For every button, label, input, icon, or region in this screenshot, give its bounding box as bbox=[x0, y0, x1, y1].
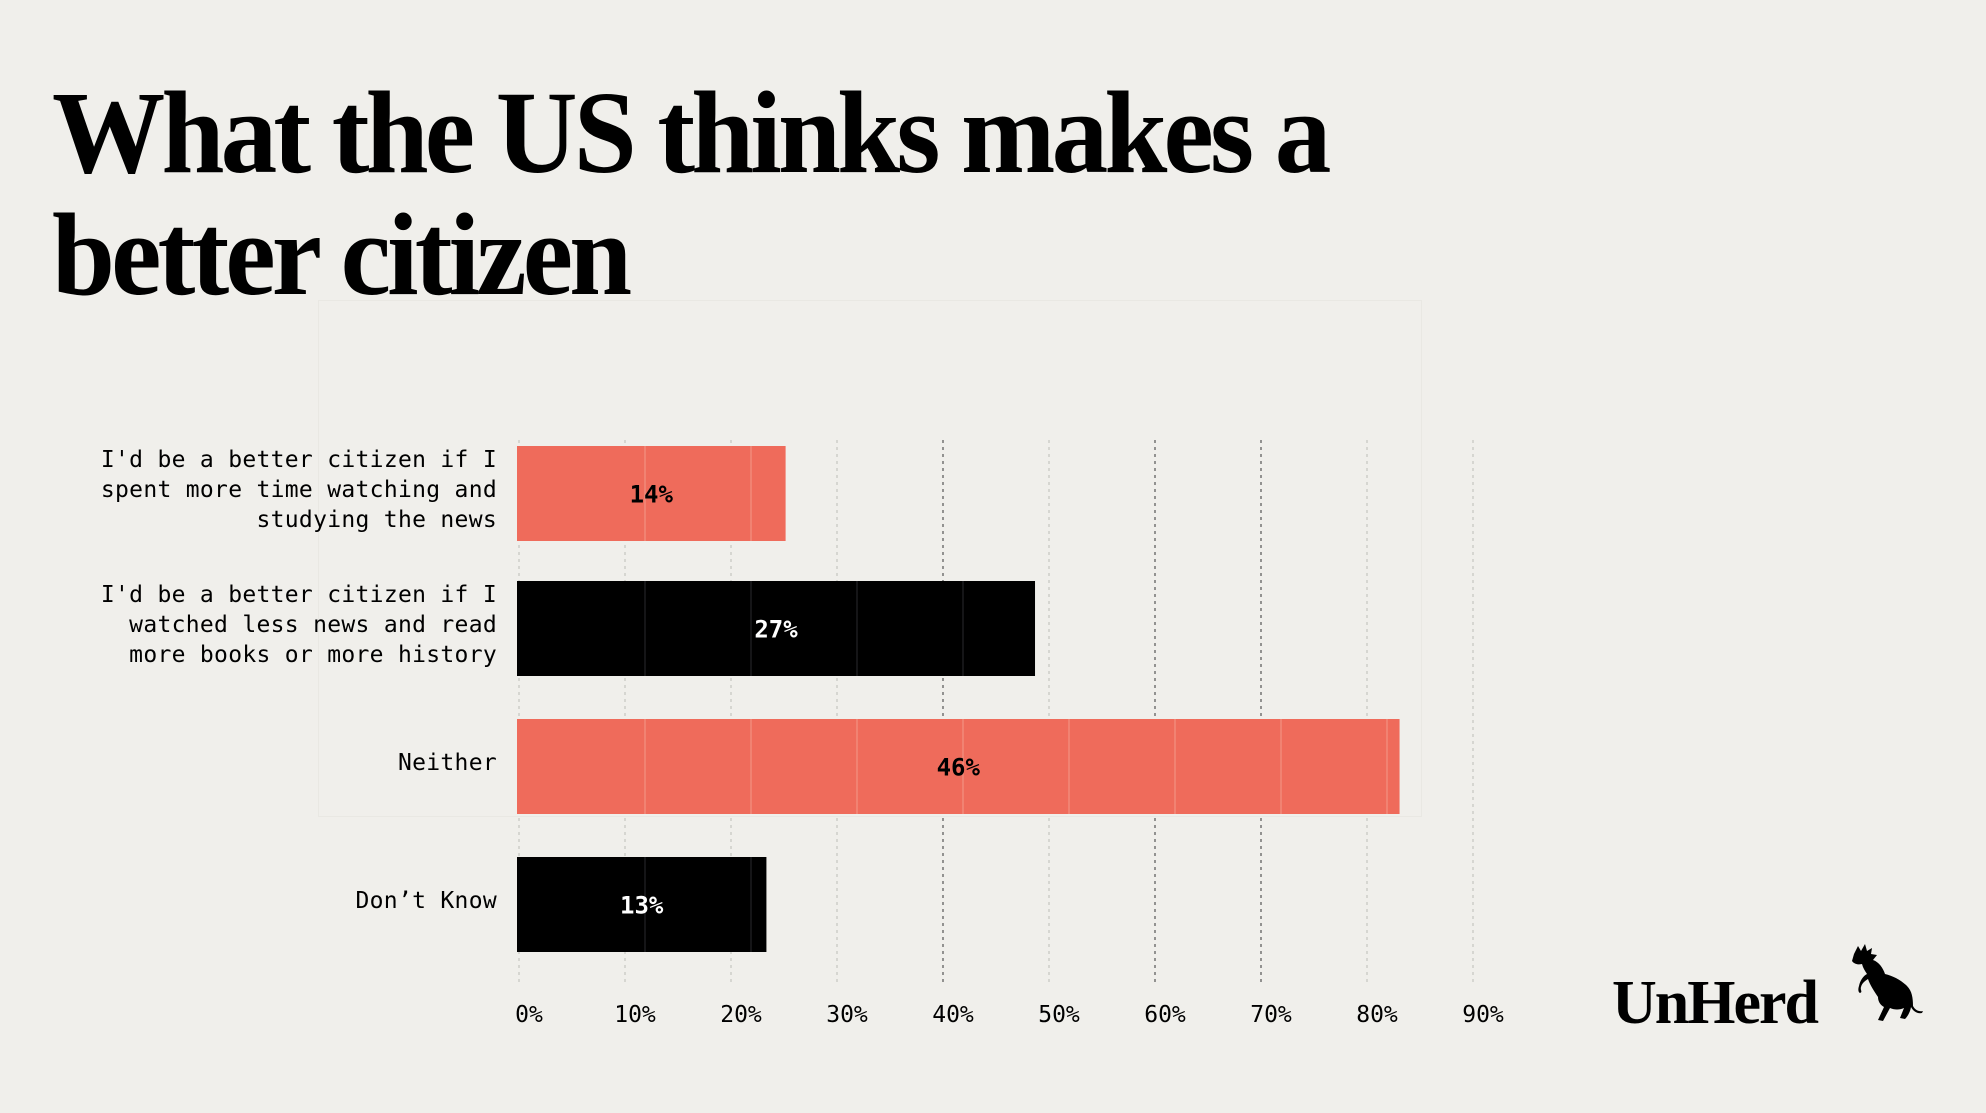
x-axis-tick-labels: 0% 10% 20% 30% 40% 50% 60% 70% 80% 90% bbox=[515, 1002, 1504, 1028]
category-label: I'd be a better citizen if I spent more … bbox=[100, 446, 497, 533]
chart-title: What the US thinks makes a better citize… bbox=[52, 67, 1331, 320]
bar-value-label: 14% bbox=[630, 481, 674, 509]
bar-value-label: 13% bbox=[620, 892, 664, 920]
bar bbox=[517, 581, 1036, 676]
bar bbox=[517, 857, 767, 952]
unherd-logo: UnHerd bbox=[1612, 940, 1932, 1034]
x-tick-label: 50% bbox=[1038, 1002, 1080, 1028]
bar bbox=[517, 719, 1400, 814]
x-tick-label: 40% bbox=[932, 1002, 974, 1028]
x-tick-label: 20% bbox=[720, 1002, 762, 1028]
x-tick-label: 70% bbox=[1250, 1002, 1292, 1028]
rearing-bull-icon bbox=[1852, 944, 1923, 1021]
x-tick-label: 0% bbox=[515, 1002, 543, 1028]
x-tick-label: 90% bbox=[1462, 1002, 1504, 1028]
category-label: Neither bbox=[397, 749, 497, 776]
x-tick-label: 30% bbox=[826, 1002, 868, 1028]
category-label: Don’t Know bbox=[355, 887, 497, 914]
bar-value-label: 27% bbox=[754, 616, 798, 644]
bars: 14% 27% 46% 13% bbox=[517, 446, 1400, 952]
category-label: I'd be a better citizen if I watched les… bbox=[100, 581, 497, 668]
logo-wordmark: UnHerd bbox=[1612, 969, 1819, 1037]
x-tick-label: 10% bbox=[614, 1002, 656, 1028]
x-tick-label: 80% bbox=[1356, 1002, 1398, 1028]
x-tick-label: 60% bbox=[1144, 1002, 1186, 1028]
plot-area-frame bbox=[318, 300, 1422, 817]
bar-value-label: 46% bbox=[937, 754, 981, 782]
bar bbox=[517, 446, 786, 541]
